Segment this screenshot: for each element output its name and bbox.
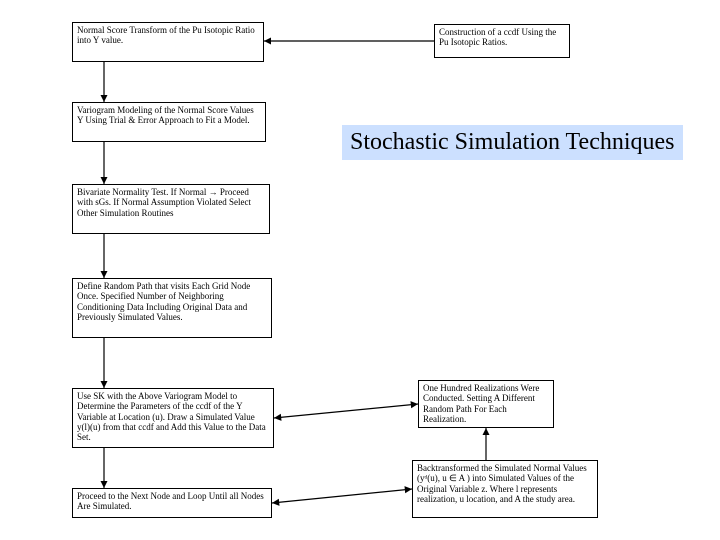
box-use-sk: Use SK with the Above Variogram Model to…	[72, 388, 274, 448]
box-bivariate-normality: Bivariate Normality Test. If Normal → Pr…	[72, 184, 270, 234]
box-hundred-realizations: One Hundred Realizations Were Conducted.…	[418, 380, 554, 428]
box-backtransformed: Backtransformed the Simulated Normal Val…	[412, 460, 598, 518]
diagram-title: Stochastic Simulation Techniques	[342, 125, 683, 160]
box-define-random-path: Define Random Path that visits Each Grid…	[72, 278, 272, 338]
flowchart-arrows	[0, 0, 720, 540]
box-variogram-modeling: Variogram Modeling of the Normal Score V…	[72, 102, 266, 142]
box-proceed-next-node: Proceed to the Next Node and Loop Until …	[72, 488, 272, 518]
box-ccdf-construction: Construction of a ccdf Using the Pu Isot…	[434, 24, 570, 58]
box-normal-score-transform: Normal Score Transform of the Pu Isotopi…	[72, 22, 264, 62]
